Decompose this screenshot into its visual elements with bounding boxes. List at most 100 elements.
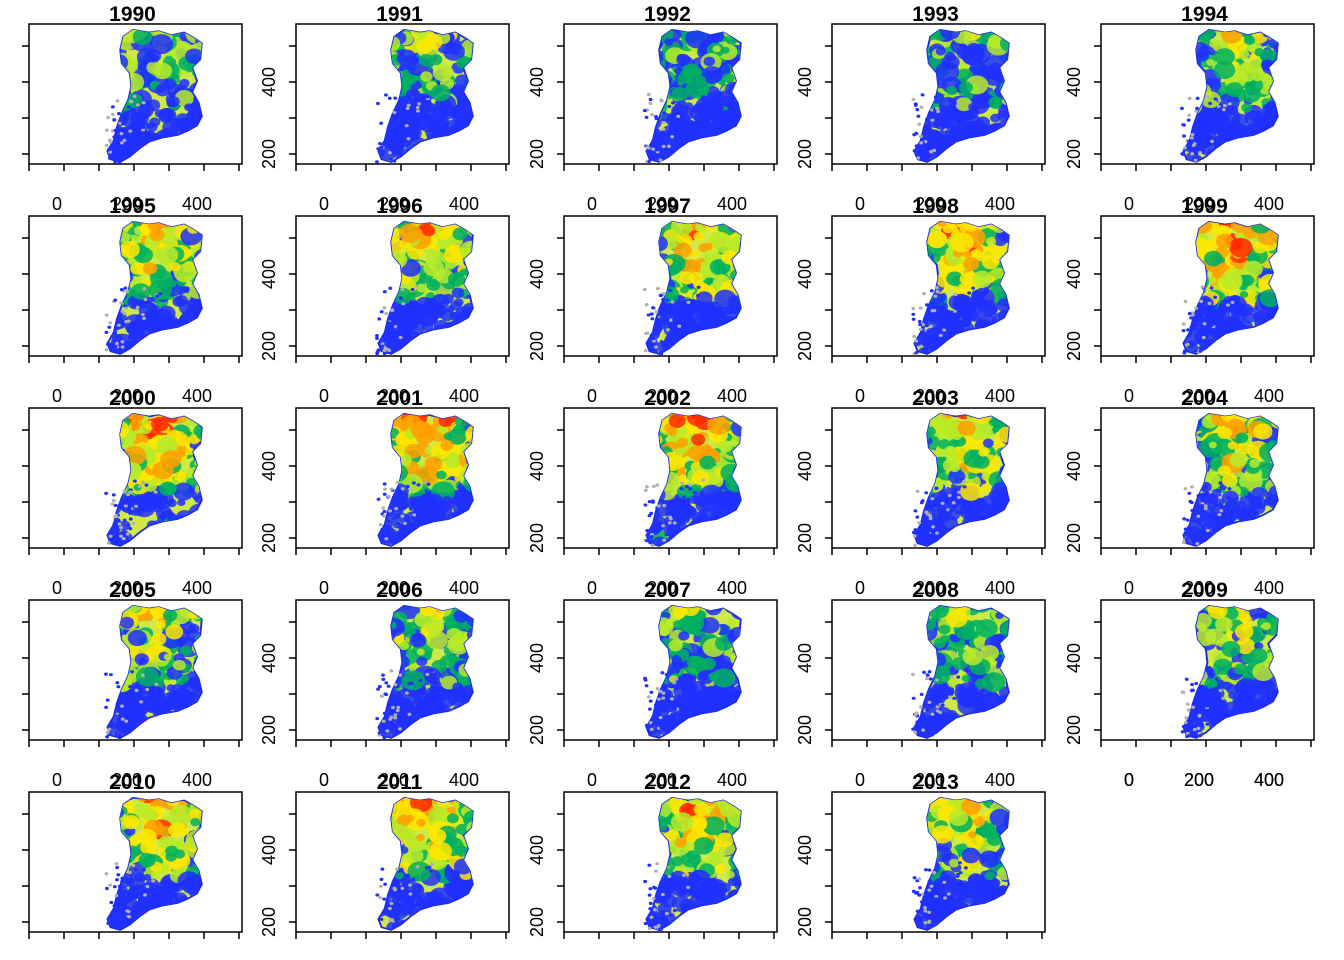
panel-title: 1992 [644, 3, 691, 26]
density-map [104, 412, 203, 547]
x-tick-label: 200 [647, 770, 677, 790]
x-tick-label: 200 [1184, 386, 1214, 406]
panel-title: 1990 [109, 3, 156, 26]
plot-frame [28, 23, 243, 165]
plot-frame [563, 23, 778, 165]
x-tick-label: 0 [855, 770, 865, 790]
x-tick-label: 400 [449, 386, 479, 406]
plot-frame [28, 791, 243, 933]
x-tick-label: 400 [985, 770, 1015, 790]
y-tick-label: 400 [1064, 67, 1084, 97]
x-tick-label: 0 [319, 578, 329, 598]
y-tick-label: 400 [527, 643, 547, 673]
x-tick-label: 400 [985, 386, 1015, 406]
x-tick-label: 0 [1124, 386, 1134, 406]
x-tick-label: 200 [379, 770, 409, 790]
x-tick-label: 200 [915, 386, 945, 406]
density-map [1180, 28, 1279, 163]
panel-1995: 1995 0 200 400 [22, 195, 243, 406]
x-tick-label: 200 [1184, 194, 1214, 214]
y-tick-label: 200 [795, 139, 815, 169]
panel-1990: 1990 0 200 400 [22, 3, 243, 214]
y-tick-label: 400 [527, 451, 547, 481]
y-tick-label: 200 [795, 523, 815, 553]
x-tick-label: 0 [587, 194, 597, 214]
y-tick-label: 400 [259, 835, 279, 865]
density-map [642, 220, 742, 356]
plot-frame [28, 407, 243, 549]
plot-frame [1100, 407, 1315, 549]
x-tick-label: 200 [915, 770, 945, 790]
density-map [911, 220, 1010, 356]
x-tick-label: 0 [1124, 578, 1134, 598]
x-tick-label: 400 [717, 194, 747, 214]
x-tick-label: 0 [587, 386, 597, 406]
density-map [375, 28, 474, 164]
y-tick-label: 200 [1064, 715, 1084, 745]
y-tick-label: 400 [1064, 643, 1084, 673]
x-tick-label: 400 [449, 194, 479, 214]
y-tick-label: 400 [527, 259, 547, 289]
y-tick-label: 400 [527, 67, 547, 97]
plot-frame [295, 791, 510, 933]
y-tick-label: 200 [527, 331, 547, 361]
y-tick-label: 200 [259, 715, 279, 745]
panel-title: 2001 [376, 387, 423, 410]
x-tick-label: 200 [379, 386, 409, 406]
x-tick-label: 200 [647, 578, 677, 598]
x-tick-label: 400 [1254, 578, 1284, 598]
plot-frame [831, 791, 1046, 933]
density-map [911, 796, 1010, 931]
density-map [1180, 604, 1279, 739]
y-tick-label: 400 [795, 835, 815, 865]
y-tick-label: 200 [259, 907, 279, 937]
density-map [643, 412, 742, 547]
plot-frame [563, 407, 778, 549]
plot-frame [563, 599, 778, 741]
plot-frame [295, 407, 510, 549]
y-tick-label: 200 [259, 331, 279, 361]
panel-2010: 2010 [22, 771, 243, 939]
y-tick-label: 400 [259, 643, 279, 673]
plot-frame [1100, 599, 1315, 741]
x-tick-label: 0 [319, 194, 329, 214]
x-tick-label: 400 [449, 578, 479, 598]
panel-title: 1998 [912, 195, 959, 218]
y-tick-label: 200 [1064, 331, 1084, 361]
x-tick-label: 0 [52, 194, 62, 214]
plot-frame [28, 599, 243, 741]
x-tick-label: 0 [52, 770, 62, 790]
panel-title: 2010 [109, 771, 156, 794]
density-map [104, 604, 203, 740]
x-tick-label: 200 [647, 386, 677, 406]
x-tick-label: 400 [1254, 386, 1284, 406]
density-map [375, 604, 474, 740]
x-tick-label: 200 [112, 770, 142, 790]
x-tick-label: 400 [182, 386, 212, 406]
density-map [376, 412, 474, 547]
y-tick-label: 200 [259, 523, 279, 553]
density-map [104, 796, 203, 931]
y-tick-label: 400 [795, 451, 815, 481]
density-map [642, 28, 742, 164]
x-tick-label: 400 [1254, 770, 1284, 790]
density-map [375, 796, 474, 931]
x-tick-label: 200 [647, 194, 677, 214]
y-tick-label: 200 [795, 907, 815, 937]
x-tick-label: 400 [182, 770, 212, 790]
y-tick-label: 400 [1064, 259, 1084, 289]
panel-1994: 1994 200 400 0 200 400 [1064, 3, 1315, 214]
plot-frame [295, 215, 510, 357]
y-tick-label: 400 [795, 643, 815, 673]
plot-frame [831, 599, 1046, 741]
panel-title: 1999 [1181, 195, 1228, 218]
density-map [643, 796, 742, 932]
panel-title: 2004 [1181, 387, 1228, 410]
panel-title: 1996 [376, 195, 423, 218]
